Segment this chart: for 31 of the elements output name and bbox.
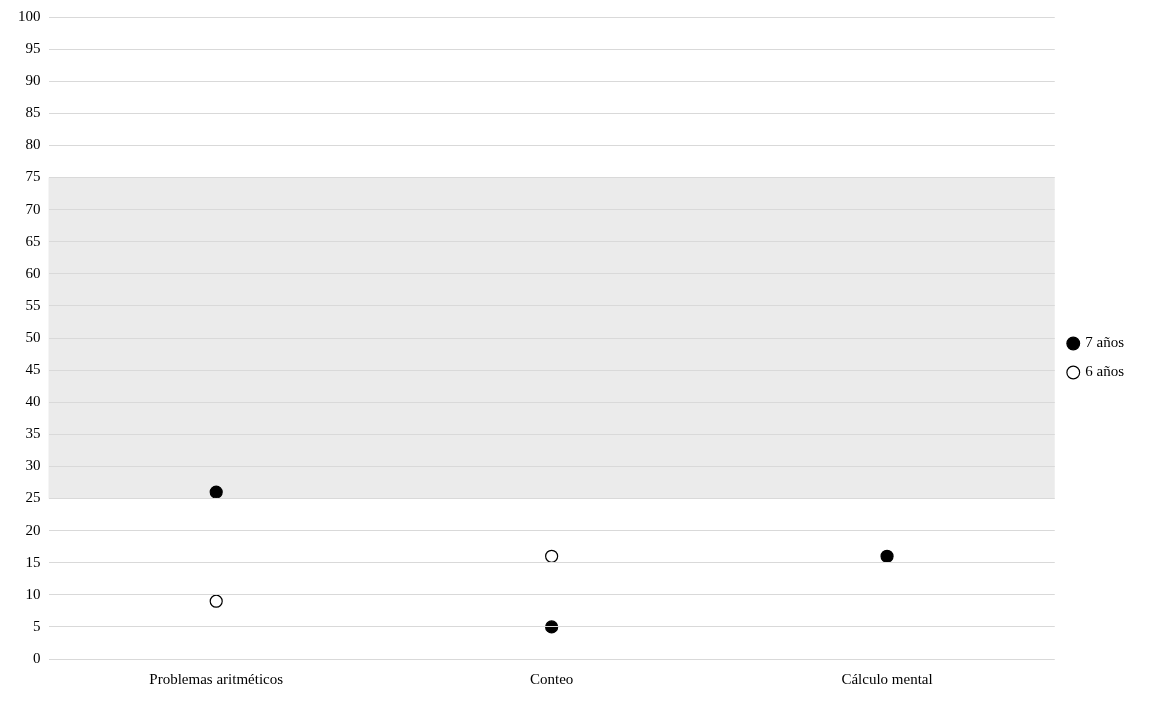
y-tick-label: 25 [25,489,41,506]
y-tick-label: 5 [33,617,41,634]
point [545,620,559,634]
y-tick-label: 0 [33,649,41,666]
y-tick-label: 45 [25,361,41,378]
point [209,485,223,499]
point [880,549,894,563]
y-tick-label: 50 [25,328,41,345]
y-tick-label: 70 [25,200,41,217]
x-tick-label: Conteo [529,670,574,687]
y-tick-label: 75 [25,168,41,185]
y-tick-label: 15 [25,553,41,570]
point [209,594,223,608]
y-tick-label: 35 [25,425,41,442]
legend-label: 6 años [1085,363,1125,380]
legend-label: 7 años [1085,334,1125,351]
y-tick-label: 95 [25,40,41,57]
y-tick-label: 60 [25,264,41,281]
y-tick-label: 90 [25,72,41,89]
y-tick-label: 100 [18,7,41,24]
x-tick-label: Problemas aritméticos [149,670,284,687]
y-tick-label: 40 [25,393,41,410]
y-tick-label: 85 [25,104,41,121]
x-tick-label: Cálculo mental [841,670,933,687]
y-tick-label: 65 [25,232,41,249]
y-tick-label: 80 [25,136,41,153]
point [545,549,559,563]
y-tick-label: 55 [25,296,41,313]
y-tick-label: 20 [25,521,41,538]
y-tick-label: 10 [25,585,41,602]
y-tick-label: 30 [25,457,41,474]
